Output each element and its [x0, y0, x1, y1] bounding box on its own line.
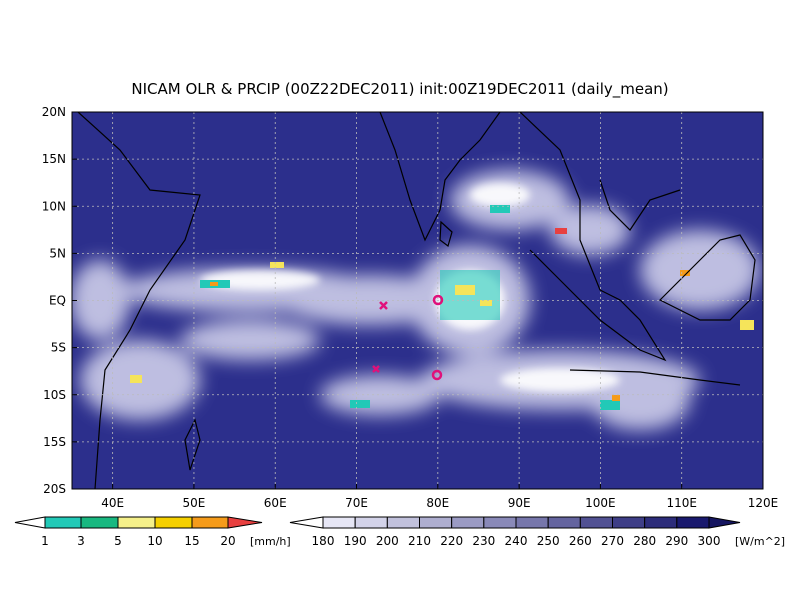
lat-label: 5N [49, 246, 66, 260]
bar-segment [354, 516, 388, 529]
title: NICAM OLR & PRCIP (00Z22DEC2011) init:00… [131, 80, 668, 99]
colorbar-label: 180 [312, 534, 335, 548]
lon-label: 40E [101, 496, 124, 510]
bar-arrow [227, 516, 263, 529]
lat-label: 20S [43, 482, 66, 496]
bar-arrow [289, 516, 324, 529]
bar-segment [44, 516, 82, 529]
colorbar-label: 210 [408, 534, 431, 548]
lon-label: 110E [666, 496, 697, 510]
bar-segment [515, 516, 549, 529]
colorbar-label: 250 [537, 534, 560, 548]
colorbar-unit: [mm/h] [250, 535, 291, 548]
lat-label: 10S [43, 388, 66, 402]
markers [372, 294, 444, 381]
lon-label: 90E [508, 496, 531, 510]
lat-label: 15N [42, 152, 66, 166]
bar-segment [386, 516, 421, 529]
bar-arrow [14, 516, 46, 529]
graticule [72, 112, 763, 489]
colorbar-label: 240 [505, 534, 528, 548]
bar-segment [676, 516, 710, 529]
colorbar-label: 270 [601, 534, 624, 548]
lon-label: 80E [426, 496, 449, 510]
lat-label: 20N [42, 105, 66, 119]
lat-label: 15S [43, 435, 66, 449]
colorbar-label: 220 [440, 534, 463, 548]
bar-segment [80, 516, 119, 529]
bar-arrow [708, 516, 741, 529]
colorbar-label: 20 [220, 534, 235, 548]
bar-segment [644, 516, 678, 529]
precip-cells [130, 205, 754, 410]
precip-colorbar: 1 3 5 10 15 20 [mm/h] [14, 516, 291, 548]
lon-label: 60E [264, 496, 287, 510]
colorbar-label: 190 [344, 534, 367, 548]
colorbar-unit: [W/m^2] [735, 535, 785, 548]
colorbar-label: 200 [376, 534, 399, 548]
colorbar-label: 3 [77, 534, 85, 548]
bar-segment [579, 516, 613, 529]
bar-segment [154, 516, 193, 529]
bar-segment [191, 516, 229, 529]
lon-label: 70E [345, 496, 368, 510]
colorbar-label: 1 [41, 534, 49, 548]
lon-label: 120E [748, 496, 779, 510]
map [72, 112, 763, 489]
bar-segment [419, 516, 453, 529]
lon-label: 100E [585, 496, 616, 510]
bar-segment [547, 516, 581, 529]
colorbar-label: 290 [665, 534, 688, 548]
lat-label: EQ [49, 294, 66, 308]
colorbar-label: 280 [633, 534, 656, 548]
colorbar-label: 260 [569, 534, 592, 548]
bar-segment [612, 516, 646, 529]
colorbar-label: 10 [147, 534, 162, 548]
lat-label: 5S [51, 341, 66, 355]
colorbar-label: 15 [184, 534, 199, 548]
colorbar-label: 230 [472, 534, 495, 548]
bar-segment [117, 516, 156, 529]
bar-segment [322, 516, 356, 529]
colorbar-label: 5 [114, 534, 122, 548]
lon-label: 50E [183, 496, 206, 510]
colorbar-label: 300 [698, 534, 721, 548]
olr-colorbar: 180 190 200 210 220 230 240 250 260 270 280 290 300 [… [289, 516, 785, 548]
bar-segment [483, 516, 517, 529]
lat-label: 10N [42, 199, 66, 213]
bar-segment [451, 516, 485, 529]
